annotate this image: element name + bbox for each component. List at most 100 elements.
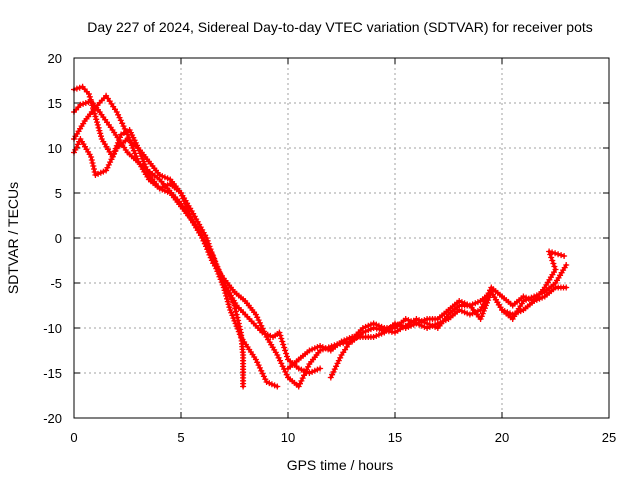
data-point — [378, 323, 385, 330]
data-point — [161, 174, 168, 181]
data-point — [228, 309, 235, 316]
data-point — [233, 323, 240, 330]
data-point — [94, 119, 100, 126]
data-point — [88, 154, 95, 160]
data-point — [129, 145, 136, 151]
data-point — [90, 163, 97, 169]
data-point — [314, 344, 321, 351]
data-point — [93, 116, 100, 123]
data-point — [466, 311, 473, 318]
data-point — [164, 175, 171, 182]
xtick-label-5: 5 — [177, 430, 184, 445]
data-point — [262, 376, 269, 383]
data-point — [469, 310, 476, 317]
ytick-label-10: 10 — [48, 141, 62, 156]
data-point — [252, 311, 259, 318]
data-point — [112, 147, 119, 154]
data-point — [181, 198, 188, 205]
data-point — [161, 183, 168, 190]
data-point — [164, 188, 171, 195]
data-point — [531, 298, 538, 304]
data-point — [325, 346, 332, 353]
data-point — [141, 161, 148, 168]
data-point — [283, 350, 290, 357]
data-point — [299, 375, 306, 382]
data-point — [551, 263, 558, 270]
data-point — [90, 107, 97, 114]
data-point — [517, 308, 524, 315]
data-point — [281, 344, 288, 351]
data-point — [546, 248, 553, 255]
data-point — [72, 146, 79, 153]
data-point — [549, 249, 556, 256]
ytick-label-20: 20 — [48, 51, 62, 66]
data-point — [550, 260, 557, 267]
data-point — [458, 299, 465, 306]
data-point — [563, 262, 570, 268]
data-point — [236, 331, 243, 338]
data-point — [204, 246, 211, 253]
data-point — [539, 294, 546, 301]
data-point — [309, 368, 316, 375]
data-point — [208, 257, 215, 264]
data-point — [100, 168, 107, 175]
data-point — [225, 301, 232, 308]
data-point — [375, 331, 382, 338]
data-point — [558, 252, 565, 259]
data-point — [456, 307, 463, 313]
ytick-label-m15: -15 — [43, 366, 62, 381]
data-point — [421, 323, 428, 330]
data-point — [337, 354, 344, 361]
data-point — [109, 153, 116, 160]
data-point — [95, 124, 102, 131]
data-point — [501, 308, 508, 315]
data-point — [284, 353, 290, 360]
data-point — [235, 328, 242, 335]
data-point — [114, 139, 121, 146]
data-point — [378, 330, 385, 337]
data-point — [108, 156, 115, 163]
data-point — [274, 352, 281, 358]
data-point — [555, 251, 562, 258]
data-point — [277, 357, 283, 364]
series-layer — [71, 83, 570, 390]
series-trace — [72, 99, 245, 388]
data-point — [400, 323, 406, 330]
data-point — [509, 311, 516, 318]
data-point — [563, 284, 570, 291]
data-point — [133, 153, 140, 160]
data-point — [309, 346, 316, 353]
data-point — [86, 93, 93, 100]
data-point — [96, 127, 103, 134]
data-point — [73, 85, 80, 92]
data-point — [164, 182, 171, 189]
data-point — [88, 157, 95, 163]
data-point — [262, 331, 269, 338]
data-point — [548, 254, 555, 261]
data-point — [263, 379, 270, 385]
data-point — [413, 320, 420, 327]
data-point — [91, 166, 97, 172]
data-point — [416, 319, 423, 326]
data-point — [327, 374, 334, 381]
data-point — [278, 335, 285, 342]
data-point — [113, 109, 120, 115]
xtick-label-20: 20 — [495, 430, 509, 445]
data-point — [515, 309, 521, 316]
data-point — [134, 155, 141, 162]
data-point — [144, 169, 151, 176]
data-point — [98, 133, 104, 140]
data-point — [317, 365, 324, 372]
data-point — [119, 120, 126, 127]
data-point — [94, 121, 101, 128]
data-point — [552, 266, 559, 273]
data-point — [92, 172, 99, 178]
data-point — [205, 249, 212, 255]
data-point — [232, 320, 239, 327]
data-point — [533, 296, 540, 303]
data-point — [305, 363, 312, 370]
data-point — [280, 341, 287, 348]
data-point — [86, 91, 92, 97]
data-point — [440, 318, 447, 325]
